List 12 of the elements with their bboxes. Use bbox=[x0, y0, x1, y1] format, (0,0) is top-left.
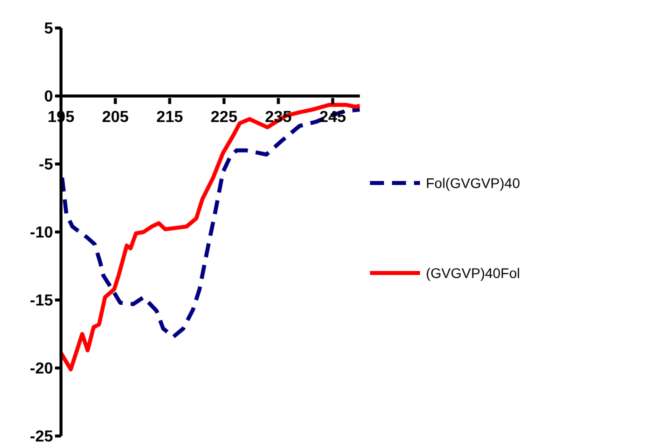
legend-label: (GVGVP)40Fol bbox=[426, 265, 520, 281]
y-tick-label: -15 bbox=[30, 292, 54, 310]
y-tick-label: -10 bbox=[30, 224, 54, 242]
y-tick-label: -20 bbox=[30, 360, 54, 378]
y-tick-label: -5 bbox=[38, 156, 54, 174]
y-tick-label: -25 bbox=[30, 428, 54, 446]
x-tick-label: 225 bbox=[210, 109, 238, 126]
x-tick-label: 205 bbox=[102, 109, 129, 126]
x-tick-label: 215 bbox=[156, 109, 184, 126]
legend-label: Fol(GVGVP)40 bbox=[426, 175, 520, 191]
y-tick-label: 5 bbox=[44, 20, 54, 38]
y-tick-label: 0 bbox=[44, 88, 54, 106]
